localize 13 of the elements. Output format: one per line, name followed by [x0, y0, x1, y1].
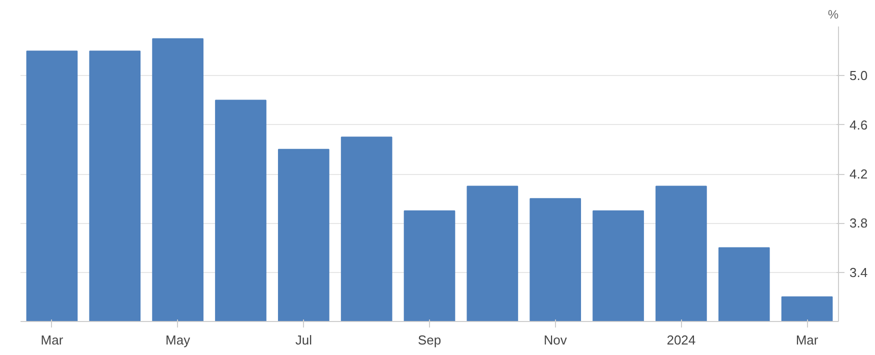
- x-tick-label: Mar: [796, 332, 819, 348]
- y-tick-label: 3.8: [850, 216, 868, 231]
- x-tick-label: Sep: [418, 332, 442, 348]
- x-tick-label: May: [166, 332, 191, 348]
- x-tick-label: Mar: [40, 332, 64, 348]
- y-tick-label: 4.6: [850, 117, 868, 132]
- y-axis-title: %: [828, 8, 839, 22]
- x-tick-label: Jul: [295, 332, 312, 348]
- y-tick-label: 3.4: [850, 264, 868, 280]
- y-tick-label: 5.0: [850, 68, 868, 84]
- y-tick-label: 4.2: [850, 166, 868, 182]
- x-tick-label: Nov: [544, 332, 568, 348]
- x-tick-label: 2024: [666, 332, 696, 348]
